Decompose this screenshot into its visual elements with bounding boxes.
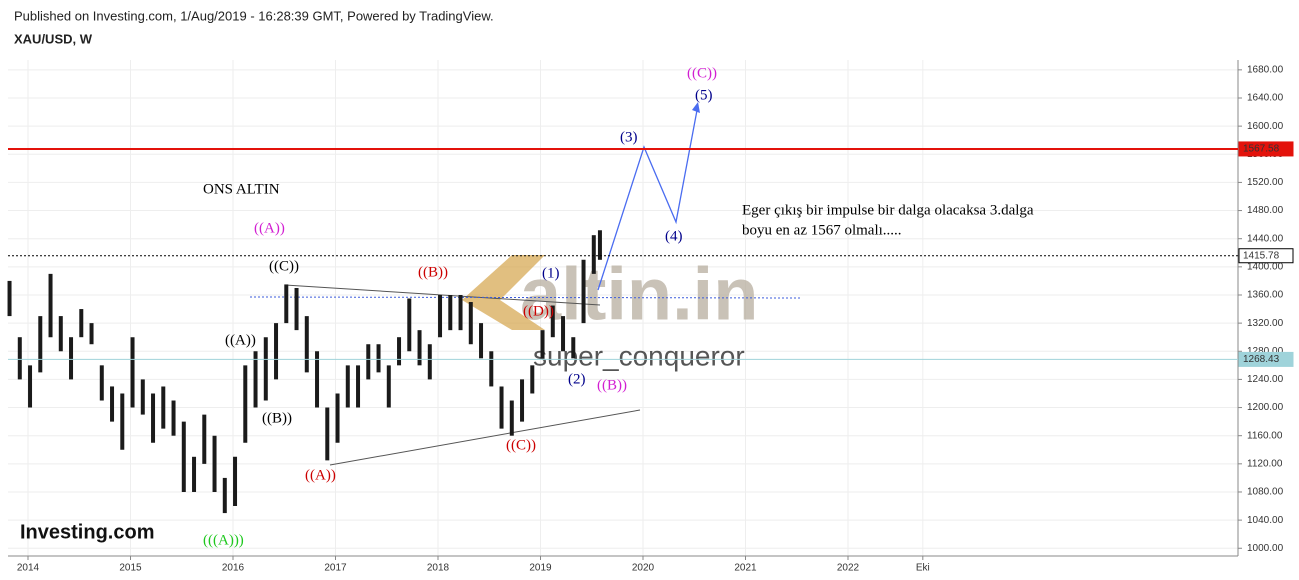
wave-label: ((C)) — [269, 258, 299, 274]
wave-label: (3) — [620, 129, 638, 145]
y-tick-label: 1160.00 — [1247, 430, 1283, 441]
x-tick-label: 2018 — [427, 563, 450, 574]
y-tick-label: 1520.00 — [1247, 177, 1284, 188]
y-tick-label: 1080.00 — [1247, 487, 1284, 498]
wave-label: ((B)) — [418, 264, 448, 280]
y-tick-label: 1000.00 — [1247, 543, 1284, 554]
published: Published on Investing.com, 1/Aug/2019 -… — [14, 8, 494, 23]
wave-label: ((C)) — [687, 65, 717, 81]
y-tick-label: 1600.00 — [1247, 121, 1284, 132]
y-tick-label: 1240.00 — [1247, 374, 1284, 385]
y-tick-label: 1280.00 — [1247, 346, 1284, 357]
wave-label: ((B)) — [262, 410, 292, 426]
wave-label: ONS ALTIN — [203, 181, 280, 197]
wave-label: (4) — [665, 228, 683, 244]
triangle-upper — [284, 284, 601, 306]
level-label: 1415.78 — [1243, 250, 1280, 261]
y-tick-label: 1040.00 — [1247, 515, 1284, 526]
wave-label: ((B)) — [597, 377, 627, 393]
wave-label: ((A)) — [225, 332, 256, 348]
wave-label: ((D)) — [523, 303, 554, 319]
logo: Investing.com — [20, 521, 154, 543]
watermark: altin.in — [520, 253, 758, 336]
y-tick-label: 1360.00 — [1247, 290, 1284, 301]
watermark-icon — [462, 255, 545, 330]
x-tick-label: 2019 — [529, 563, 552, 574]
wave-label: ((A)) — [254, 220, 285, 236]
wave-label: (((A))) — [203, 532, 244, 548]
y-tick-label: 1680.00 — [1247, 64, 1284, 75]
level-label: 1268.43 — [1243, 354, 1280, 365]
y-tick-label: 1640.00 — [1247, 93, 1284, 104]
x-tick-label: 2022 — [837, 563, 860, 574]
y-tick-label: 1200.00 — [1247, 402, 1284, 413]
y-tick-label: 1440.00 — [1247, 233, 1284, 244]
note: Eger çıkış bir impulse bir dalga olacaks… — [742, 202, 1034, 218]
wave-label: (5) — [695, 87, 713, 103]
y-tick-label: 1480.00 — [1247, 205, 1284, 216]
x-tick-label: Eki — [916, 563, 930, 574]
note: boyu en az 1567 olmalı..... — [742, 222, 902, 238]
y-tick-label: 1320.00 — [1247, 318, 1284, 329]
watermark-user: super_conqueror — [533, 340, 745, 371]
symbol: XAU/USD, W — [14, 31, 93, 46]
x-tick-label: 2017 — [324, 563, 347, 574]
arrow-head — [692, 102, 700, 113]
y-tick-label: 1120.00 — [1247, 458, 1283, 469]
y-tick-label: 1400.00 — [1247, 261, 1284, 272]
level-tag — [1238, 141, 1294, 157]
x-tick-label: 2020 — [632, 563, 655, 574]
x-tick-label: 2021 — [734, 563, 757, 574]
wave-label: (1) — [542, 265, 560, 281]
wave-label: (2) — [568, 371, 586, 387]
triangle-lower — [329, 409, 641, 466]
wave-label: ((C)) — [506, 437, 536, 453]
level-label: 1567.58 — [1243, 144, 1280, 155]
x-tick-label: 2016 — [222, 563, 245, 574]
wave-label: ((A)) — [305, 467, 336, 483]
x-tick-label: 2014 — [17, 563, 40, 574]
level-tag — [1238, 351, 1294, 367]
level-tag — [1238, 248, 1294, 264]
projection — [597, 104, 699, 291]
x-tick-label: 2015 — [119, 563, 142, 574]
